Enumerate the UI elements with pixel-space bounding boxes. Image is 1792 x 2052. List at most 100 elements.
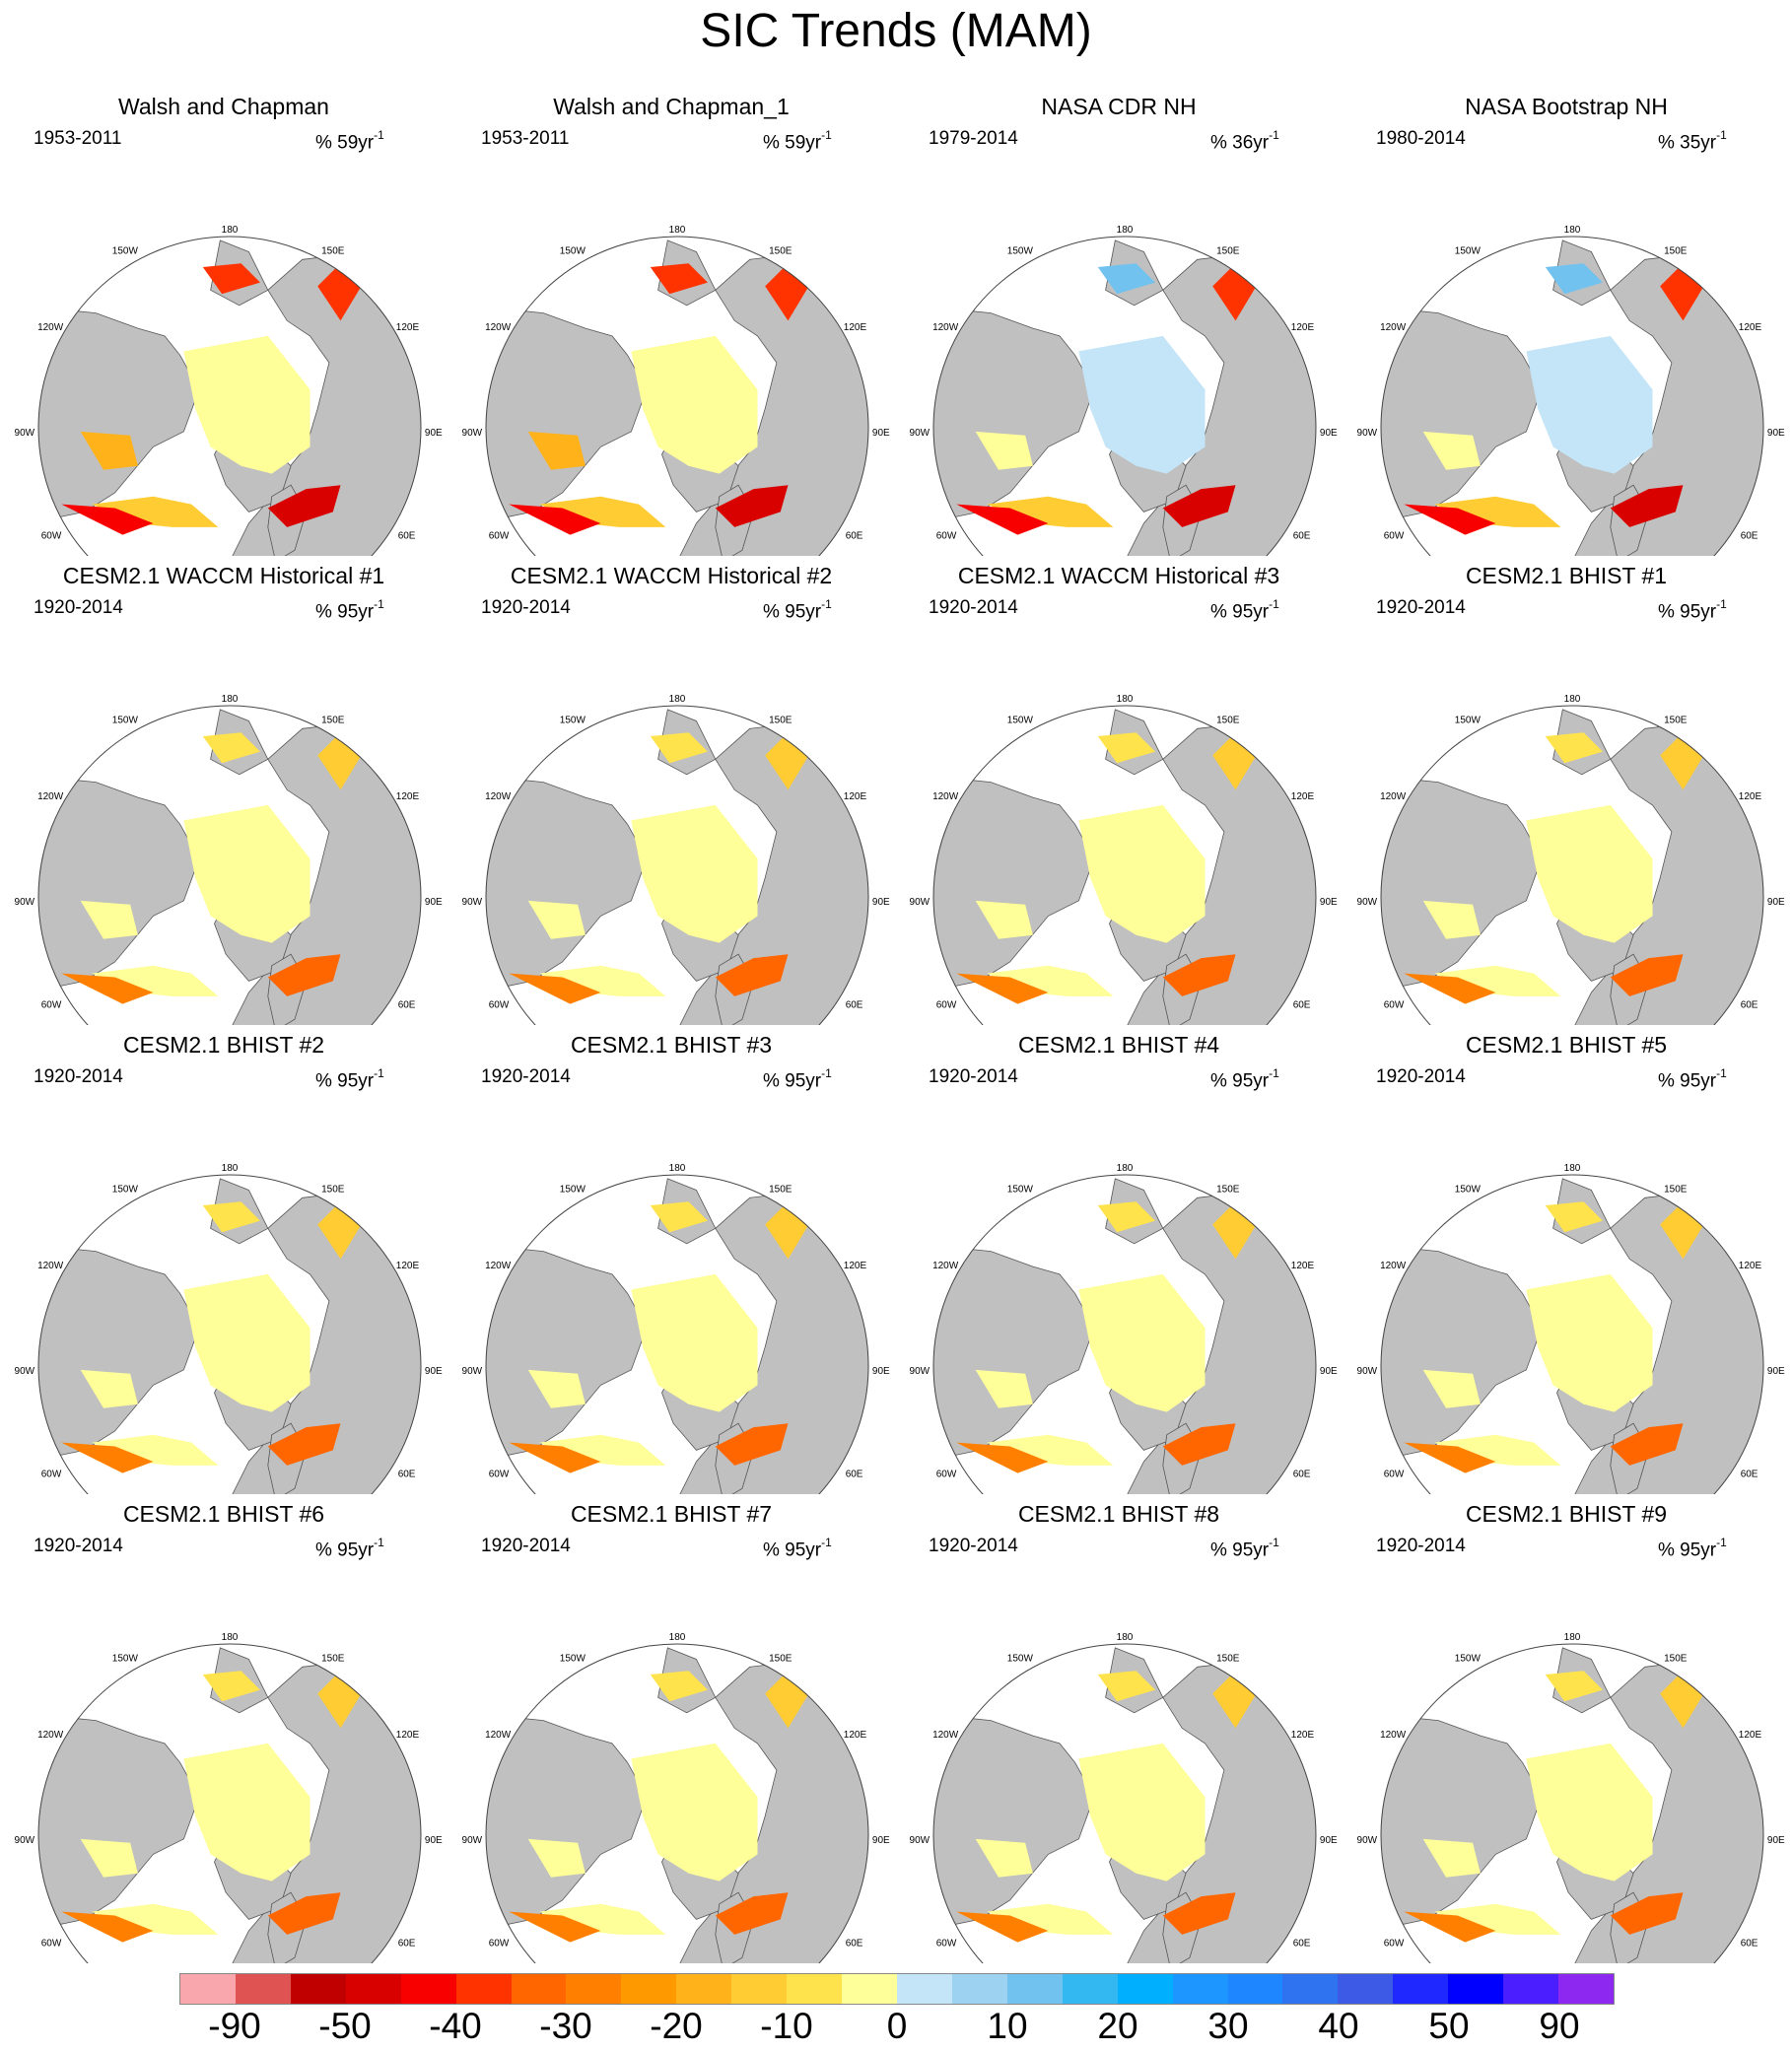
sea-ice-hudson [1422, 1838, 1481, 1878]
panel-units-exponent: -1 [821, 1066, 832, 1080]
colorbar-box [1393, 1974, 1449, 2004]
sea-ice-labrador-trend [956, 1911, 1049, 1943]
colorbar-box [566, 1974, 622, 2004]
colorbar-label: -30 [539, 2006, 592, 2046]
sea-ice-hudson [80, 431, 138, 470]
colorbar-box [1558, 1974, 1614, 2004]
sea-ice-labrador-trend [61, 1442, 154, 1473]
longitude-label: 120W [932, 1261, 959, 1271]
longitude-label: 60E [1293, 1939, 1311, 1949]
colorbar-label: -90 [208, 2006, 261, 2046]
longitude-label: 60W [1384, 1939, 1405, 1949]
longitude-label: 60W [1384, 531, 1405, 542]
sea-ice-bering [650, 1671, 708, 1702]
panel-units-text: % 95yr [1658, 1070, 1717, 1092]
colorbar-box [676, 1974, 732, 2004]
panel-units-text: % 95yr [763, 1539, 822, 1561]
polar-map: 180150W150E120W120E90W90E60W60E30W30E0 [910, 1163, 1338, 1494]
longitude-label: 60E [846, 1470, 863, 1480]
longitude-label: 90W [1357, 1835, 1378, 1846]
panel-units-text: % 35yr [1658, 132, 1717, 154]
sea-ice-barents-trend [1610, 954, 1684, 996]
longitude-label: 180 [222, 1163, 239, 1174]
panel-title: Walsh and Chapman [118, 94, 329, 119]
panel-units: % 95yr-1 [315, 1534, 384, 1561]
longitude-label: 120W [485, 1730, 512, 1741]
polar-map: 180150W150E120W120E90W90E60W60E30W30E0 [15, 225, 443, 556]
sea-ice-central-arctic [1526, 804, 1653, 943]
panel-units-exponent: -1 [1716, 1536, 1727, 1549]
longitude-label: 120W [1380, 1261, 1407, 1271]
longitude-label: 90E [425, 897, 443, 908]
panel-units: % 95yr-1 [1658, 595, 1727, 623]
longitude-label: 150W [112, 1654, 139, 1665]
panel-title: NASA CDR NH [1041, 94, 1197, 119]
longitude-label: 150E [1216, 1654, 1240, 1665]
colorbar [179, 1973, 1615, 2005]
panel-units: % 95yr-1 [1658, 1064, 1727, 1092]
map-boundary [932, 1174, 1317, 1494]
polar-map: 180150W150E120W120E90W90E60W60E30W30E0 [1357, 1163, 1785, 1494]
longitude-label: 60E [1741, 1939, 1758, 1949]
map-panel: 180150W150E120W120E90W90E60W60E30W30E0CE… [0, 562, 448, 1025]
map-boundary [1380, 705, 1764, 1025]
longitude-label: 60E [1741, 531, 1758, 542]
polar-map: 180150W150E120W120E90W90E60W60E30W30E0 [462, 225, 890, 556]
colorbar-box [455, 1974, 512, 2004]
longitude-label: 120W [485, 1261, 512, 1271]
panel-units: % 95yr-1 [763, 1534, 832, 1561]
longitude-label: 150W [1007, 1654, 1034, 1665]
colorbar-box [290, 1974, 346, 2004]
panel-units-text: % 95yr [315, 1070, 375, 1092]
sea-ice-hudson [975, 900, 1033, 939]
map-panel: 180150W150E120W120E90W90E60W60E30W30E0CE… [448, 1500, 895, 1963]
longitude-label: 120E [844, 1261, 867, 1271]
longitude-label: 120E [396, 1730, 420, 1741]
colorbar-label: 50 [1428, 2006, 1470, 2046]
longitude-label: 90W [1357, 897, 1378, 908]
panel-units: % 95yr-1 [763, 1064, 832, 1092]
sea-ice-bering [1545, 1201, 1603, 1233]
sea-ice-hudson [1422, 1369, 1481, 1408]
colorbar-label: 0 [886, 2006, 908, 2046]
sea-ice-barents-trend [267, 1423, 341, 1466]
sea-ice-barents-trend [1162, 1892, 1236, 1935]
sea-ice-central-arctic [1078, 335, 1206, 474]
panel-period: 1920-2014 [481, 597, 571, 618]
map-panel: 180150W150E120W120E90W90E60W60E30W30E0CE… [448, 562, 895, 1025]
map-panel: 180150W150E120W120E90W90E60W60E30W30E0 Wa… [0, 93, 448, 556]
map-boundary [37, 705, 422, 1025]
sea-ice-bering [650, 1201, 708, 1233]
longitude-label: 60W [489, 1939, 510, 1949]
sea-ice-baffin [92, 496, 219, 527]
colorbar-box [1282, 1974, 1339, 2004]
sea-ice-baffin [1434, 496, 1561, 527]
longitude-label: 90W [462, 1835, 483, 1846]
sea-ice-hudson [527, 1369, 586, 1408]
longitude-label: 90E [872, 1835, 890, 1846]
longitude-label: 150W [1007, 246, 1034, 257]
sea-ice-bering [1097, 1671, 1155, 1702]
sea-ice-bering [202, 1671, 260, 1702]
sea-ice-baffin [539, 1434, 666, 1466]
sea-ice-labrador-trend [1404, 1911, 1496, 1943]
sea-ice-barents-trend [1162, 954, 1236, 996]
polar-map: 180150W150E120W120E90W90E60W60E30W30E0 [462, 694, 890, 1025]
longitude-label: 90W [15, 897, 35, 908]
longitude-label: 180 [1564, 694, 1581, 705]
sea-ice-barents-trend [715, 1892, 789, 1935]
longitude-label: 150W [1007, 1185, 1034, 1196]
colorbar-labels: -90 -50 -40 -30 -20 -10 0 10 20 30 40 50 90 [0, 2005, 1792, 2050]
longitude-label: 180 [222, 225, 239, 236]
longitude-label: 60E [1293, 1470, 1311, 1480]
sea-ice-baffin [987, 1434, 1114, 1466]
sea-ice-labrador-trend [1404, 973, 1496, 1004]
colorbar-box [731, 1974, 788, 2004]
sea-ice-bering [1545, 263, 1603, 295]
panel-period: 1953-2011 [34, 128, 122, 149]
panel-units-exponent: -1 [1716, 128, 1727, 142]
longitude-label: 150W [112, 1185, 139, 1196]
sea-ice-labrador-trend [61, 973, 154, 1004]
longitude-label: 180 [1117, 225, 1134, 236]
panel-units-exponent: -1 [821, 597, 832, 611]
